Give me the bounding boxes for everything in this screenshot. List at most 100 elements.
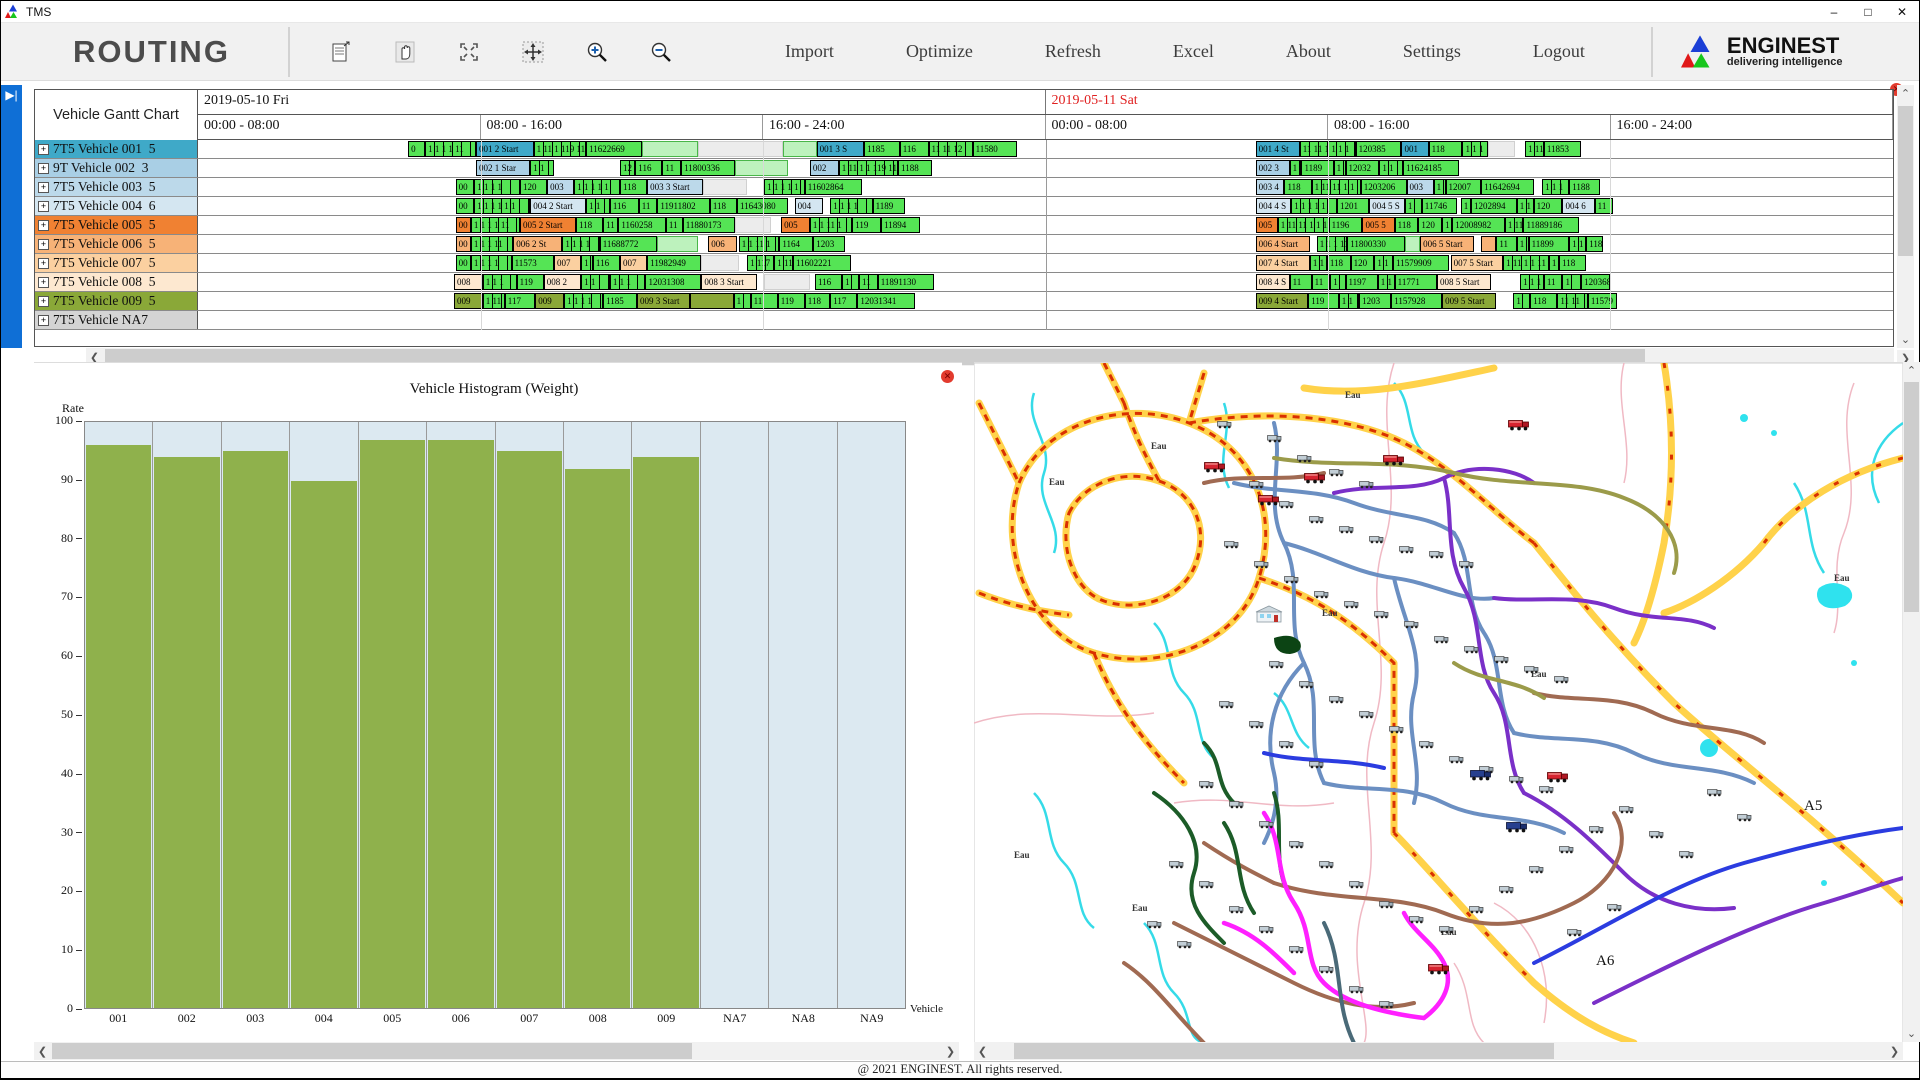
gantt-segment[interactable]: 006 4 Start — [1255, 236, 1310, 252]
scroll-thumb[interactable] — [1898, 106, 1913, 256]
menu-about[interactable]: About — [1285, 41, 1331, 61]
gantt-segment[interactable]: 1 1 1 — [1520, 274, 1544, 290]
gantt-segment[interactable]: 116 — [635, 160, 663, 176]
gantt-segment[interactable]: 11889186 — [1523, 217, 1580, 233]
new-document-icon[interactable] — [328, 39, 354, 65]
gantt-segment[interactable]: 004 — [794, 198, 824, 214]
gantt-segment[interactable]: 11800330 — [1347, 236, 1405, 252]
gantt-segment[interactable] — [735, 217, 771, 233]
expand-icon[interactable]: + — [38, 314, 49, 326]
expand-icon[interactable]: + — [38, 238, 49, 250]
gantt-segment[interactable] — [689, 293, 734, 309]
gantt-segment[interactable]: 008 3 Start — [701, 274, 758, 290]
gantt-segment[interactable]: 1 — [1516, 236, 1529, 252]
menu-import[interactable]: Import — [784, 41, 834, 61]
gantt-segment[interactable]: 007 4 Start — [1255, 255, 1310, 271]
gantt-segment[interactable]: 1 1 1 — [609, 274, 646, 290]
gantt-segment[interactable]: 116 — [899, 141, 929, 157]
gantt-segment[interactable]: 005 — [1255, 217, 1278, 233]
gantt-segment[interactable]: 1 — [1548, 255, 1560, 271]
gantt-segment[interactable]: 1 1 — [1569, 236, 1587, 252]
gantt-segment[interactable]: 004 5 S — [1369, 198, 1405, 214]
gantt-segment[interactable]: 11688772 — [599, 236, 658, 252]
gantt-segment[interactable]: 1 — [842, 274, 860, 290]
scroll-thumb[interactable] — [1014, 1043, 1554, 1059]
gantt-segment[interactable]: 120 — [1418, 217, 1443, 233]
gantt-segment[interactable]: 1 1 — [530, 160, 554, 176]
gantt-segment[interactable]: 120 — [1533, 198, 1563, 214]
collapse-icon[interactable]: ▶| — [5, 88, 18, 102]
gantt-segment[interactable]: 11 11 12 — [928, 141, 973, 157]
gantt-segment[interactable] — [698, 141, 783, 157]
gantt-row-label[interactable]: +7T5 Vehicle 008 5 — [35, 273, 198, 291]
gantt-segment[interactable]: 005 — [781, 217, 810, 233]
gantt-segment[interactable]: 1 — [1460, 198, 1471, 214]
expand-icon[interactable]: + — [38, 257, 49, 269]
menu-logout[interactable]: Logout — [1532, 41, 1585, 61]
expand-icon[interactable]: + — [38, 143, 49, 155]
gantt-segment[interactable]: 1188 — [898, 160, 932, 176]
gantt-hscrollbar[interactable]: ❮ — [86, 348, 1894, 366]
gantt-segment[interactable]: 004 6 — [1562, 198, 1595, 214]
gantt-segment[interactable]: 1 11 11 1 1 11 — [1277, 217, 1329, 233]
gantt-segment[interactable]: 006 5 Start — [1420, 236, 1475, 252]
gantt-segment[interactable] — [782, 141, 817, 157]
gantt-segment[interactable]: 117 — [830, 293, 858, 309]
gantt-segment[interactable]: 11602221 — [792, 255, 851, 271]
zoom-out-icon[interactable] — [648, 39, 674, 65]
gantt-segment[interactable]: 120368 — [1581, 274, 1610, 290]
gantt-segment[interactable]: 1 — [581, 255, 593, 271]
gantt-segment[interactable]: 0 — [408, 141, 426, 157]
gantt-segment[interactable]: 11 11 — [1557, 293, 1588, 309]
gantt-segment[interactable] — [657, 236, 699, 252]
gantt-segment[interactable]: 11579 — [1587, 293, 1617, 309]
gantt-segment[interactable]: 004 4 S — [1255, 198, 1292, 214]
gantt-segment[interactable]: 116 — [592, 255, 621, 271]
gantt-segment[interactable]: 004 2 Start — [530, 198, 587, 214]
gantt-segment[interactable]: 1164 — [779, 236, 814, 252]
gantt-segment[interactable]: 1 1 1 1 — [474, 179, 521, 195]
route-map[interactable]: Eau Eau Eau Eau Eau Eau Eau Eau Eau A5 A6 — [974, 363, 1903, 1043]
gantt-segment[interactable]: 1202894 — [1470, 198, 1517, 214]
gantt-row-label[interactable]: +9T Vehicle 002 3 — [35, 159, 198, 177]
gantt-segment[interactable]: 11642694 — [1481, 179, 1534, 195]
gantt-segment[interactable]: 11602864 — [804, 179, 863, 195]
gantt-segment[interactable]: 008 5 Start — [1437, 274, 1492, 290]
gantt-segment[interactable]: 1 1 1 1 1 — [574, 179, 621, 195]
gantt-segment[interactable]: 119 — [852, 217, 882, 233]
scroll-left-icon[interactable]: ❮ — [977, 1045, 988, 1058]
expand-icon[interactable]: + — [38, 219, 49, 231]
gantt-segment[interactable]: 1 11 — [1525, 141, 1544, 157]
gantt-segment[interactable]: 11 — [1594, 198, 1614, 214]
gantt-segment[interactable]: 1 1 11 1 — [809, 217, 853, 233]
gantt-segment[interactable]: 1189 — [872, 198, 905, 214]
gantt-segment[interactable]: 120385 — [1355, 141, 1402, 157]
gantt-row-label[interactable]: +7T5 Vehicle 006 5 — [35, 235, 198, 253]
gantt-segment[interactable]: 1 1 — [1377, 274, 1395, 290]
gantt-segment[interactable]: 11800336 — [681, 160, 736, 176]
gantt-segment[interactable]: 008 — [453, 274, 483, 290]
gantt-segment[interactable]: 003 — [547, 179, 575, 195]
gantt-segment[interactable]: 1 1 1 — [1462, 141, 1488, 157]
expand-icon[interactable]: + — [38, 200, 49, 212]
gantt-segment[interactable]: 120 — [520, 179, 548, 195]
gantt-segment[interactable]: 1 11 — [774, 255, 793, 271]
gantt-segment[interactable]: 00 — [455, 236, 471, 252]
menu-refresh[interactable]: Refresh — [1044, 41, 1101, 61]
histogram-close-icon[interactable]: ✕ — [941, 370, 954, 383]
scroll-down-icon[interactable]: ⌄ — [1900, 334, 1911, 346]
gantt-segment[interactable]: 11573 — [511, 255, 554, 271]
gantt-segment[interactable]: 11 — [1543, 274, 1563, 290]
gantt-segment[interactable]: 11891130 — [877, 274, 934, 290]
gantt-segment[interactable]: 11853 — [1543, 141, 1582, 157]
gantt-segment[interactable] — [735, 160, 788, 176]
gantt-segment[interactable]: 1 — [1289, 160, 1302, 176]
gantt-segment[interactable]: 118 — [575, 217, 604, 233]
gantt-segment[interactable]: 1201 — [1337, 198, 1370, 214]
gantt-segment[interactable]: 1 11 1 1 11 — [1503, 255, 1549, 271]
gantt-segment[interactable]: 118 — [1284, 179, 1312, 195]
fit-screen-icon[interactable] — [456, 39, 482, 65]
gantt-segment[interactable]: 11 — [638, 198, 658, 214]
scroll-right-icon[interactable]: ❯ — [1889, 1045, 1900, 1058]
gantt-segment[interactable]: 007 — [620, 255, 648, 271]
